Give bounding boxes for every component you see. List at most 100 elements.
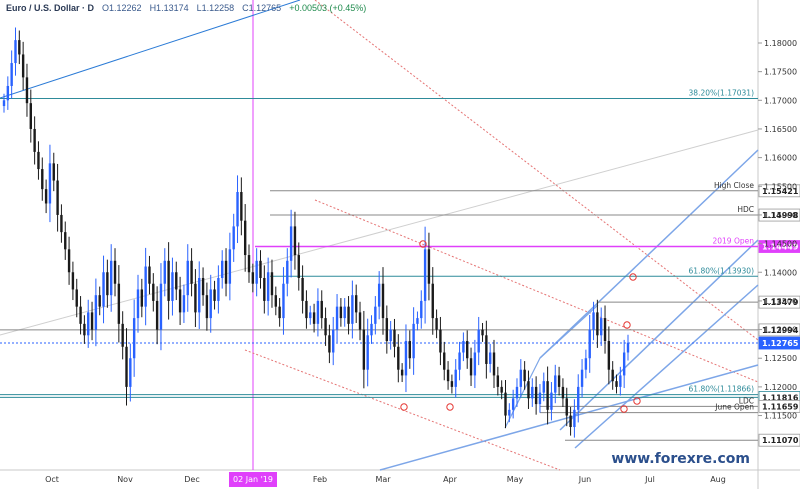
candle-body — [554, 375, 557, 393]
price-level-label: High Close — [714, 181, 754, 190]
candle-body — [10, 63, 13, 86]
candle-body — [534, 386, 538, 405]
candle-body — [527, 381, 530, 399]
candle-body — [615, 381, 618, 387]
candle-body — [584, 358, 588, 370]
price-tick-label: 1.15500 — [764, 182, 797, 191]
symbol-title[interactable]: Euro / U.S. Dollar · D — [6, 3, 95, 13]
candle-body — [255, 260, 258, 284]
candle-body — [312, 312, 316, 324]
candle-body — [351, 295, 354, 324]
candle-body — [64, 232, 67, 250]
price-level-label: 61.80%(1.11866) — [689, 385, 755, 394]
time-tick-label: Feb — [313, 475, 327, 484]
candle-body — [577, 386, 580, 410]
price-level-tag-label: 1.14998 — [762, 211, 799, 220]
time-tick-label: Aug — [710, 475, 726, 484]
price-level-tag — [758, 184, 800, 198]
candle-body — [140, 289, 144, 307]
candle-body — [41, 169, 44, 190]
candle-body — [297, 255, 300, 278]
pitchfork-lower — [574, 284, 759, 449]
candle-body — [393, 329, 396, 347]
time-axis[interactable]: Oct Nov Dec 02 Jan '19 Feb Mar Apr May Jun Jul Aug — [45, 472, 726, 487]
candle-body — [450, 381, 454, 387]
pitchfork-median — [559, 239, 759, 431]
candle-body — [121, 323, 124, 347]
candle-body — [412, 323, 415, 359]
candle-body — [247, 255, 251, 273]
candle-body — [14, 40, 17, 64]
candle-body — [83, 323, 86, 336]
price-axis[interactable]: 1.18000 1.17500 1.17000 1.16500 1.16000 1.155… — [758, 39, 797, 421]
date-marker-label: 02 Jan '19 — [233, 475, 273, 484]
candle-body — [251, 272, 255, 284]
price-tick-label: 1.15000 — [764, 211, 797, 220]
candle-body — [347, 306, 350, 324]
price-level-tag — [758, 336, 800, 350]
candle-body — [155, 300, 159, 330]
candle-body — [580, 369, 584, 387]
price-tick-label: 1.14000 — [764, 268, 797, 277]
candle-body — [622, 352, 626, 376]
candle-body — [573, 409, 576, 428]
candle-body — [538, 392, 542, 405]
watermark: www.forexre.com — [611, 451, 750, 467]
candle-body — [209, 289, 212, 319]
candle-body — [236, 192, 239, 227]
candle-body — [404, 341, 408, 376]
candle-body — [400, 369, 404, 376]
candle-body — [485, 335, 488, 364]
candlesticks — [2, 27, 630, 438]
price-level-tag-label: 1.12765 — [762, 339, 799, 348]
long-term-trendline — [0, 0, 301, 99]
candle-body — [6, 85, 10, 101]
candle-body — [408, 341, 411, 359]
price-level-tag-label: 1.12994 — [762, 326, 799, 335]
time-tick-label: Apr — [443, 475, 458, 484]
price-level-label: 61.80%(1.13930) — [689, 266, 755, 275]
candle-body — [18, 40, 21, 55]
candle-body — [205, 295, 209, 319]
candle-body — [508, 409, 511, 416]
candle-body — [186, 260, 189, 296]
candle-body — [33, 128, 36, 152]
candle-body — [301, 277, 304, 301]
candle-body — [420, 300, 423, 319]
time-tick-label: Oct — [45, 475, 59, 484]
candle-body — [167, 260, 170, 301]
candle-body — [389, 329, 392, 342]
price-level-tag — [758, 240, 800, 253]
candle-body — [56, 180, 59, 215]
candle-body — [109, 260, 113, 296]
price-level-tag — [758, 399, 800, 413]
candle-body — [263, 277, 266, 301]
time-tick-label: Mar — [375, 475, 391, 484]
candle-body — [125, 346, 128, 387]
candle-body — [286, 260, 289, 284]
candle-body — [190, 260, 193, 284]
candle-body — [443, 352, 446, 370]
candle-body — [473, 352, 477, 376]
candle-body — [178, 289, 182, 313]
candle-body — [201, 277, 205, 296]
pitchfork-upper — [539, 149, 759, 359]
candle-body — [240, 192, 243, 221]
candle-body — [397, 346, 400, 370]
close-value: C1.12765 — [242, 3, 282, 13]
candle-body — [37, 151, 40, 170]
candle-body — [504, 392, 507, 416]
price-level-tag-label: 1.15421 — [762, 187, 799, 196]
candle-body — [129, 358, 132, 387]
candle-body — [569, 415, 572, 428]
candle-body — [320, 300, 323, 319]
candle-body — [600, 318, 603, 336]
candle-body — [343, 306, 346, 319]
candle-body — [519, 369, 523, 387]
candle-body — [48, 163, 52, 204]
candle-body — [488, 352, 492, 364]
candle-body — [469, 358, 473, 376]
candle-body — [446, 369, 450, 382]
